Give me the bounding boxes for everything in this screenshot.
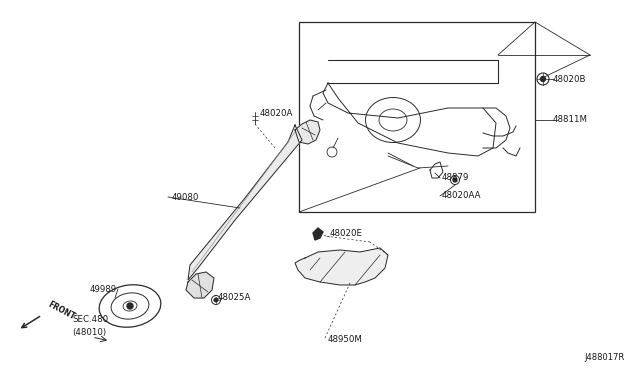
Circle shape xyxy=(127,303,133,309)
Polygon shape xyxy=(186,272,214,298)
Text: 48020AA: 48020AA xyxy=(442,192,481,201)
Polygon shape xyxy=(295,248,388,285)
Text: J488017R: J488017R xyxy=(585,353,625,362)
Text: 48020B: 48020B xyxy=(553,74,586,83)
Circle shape xyxy=(214,298,218,302)
Polygon shape xyxy=(188,125,302,280)
Text: (48010): (48010) xyxy=(72,327,106,337)
Text: 48811M: 48811M xyxy=(553,115,588,125)
Text: 48879: 48879 xyxy=(442,173,469,183)
Text: 48950M: 48950M xyxy=(328,336,363,344)
Text: 49080: 49080 xyxy=(172,193,200,202)
Polygon shape xyxy=(295,120,320,144)
Circle shape xyxy=(541,77,545,81)
Text: SEC.480: SEC.480 xyxy=(72,315,108,324)
Text: 49989: 49989 xyxy=(90,285,117,294)
Text: 48025A: 48025A xyxy=(218,294,252,302)
Text: 48020A: 48020A xyxy=(260,109,293,118)
Bar xyxy=(299,22,535,212)
Polygon shape xyxy=(313,228,323,240)
Circle shape xyxy=(453,178,457,182)
Text: 48020E: 48020E xyxy=(330,230,363,238)
Text: FRONT: FRONT xyxy=(46,300,76,322)
